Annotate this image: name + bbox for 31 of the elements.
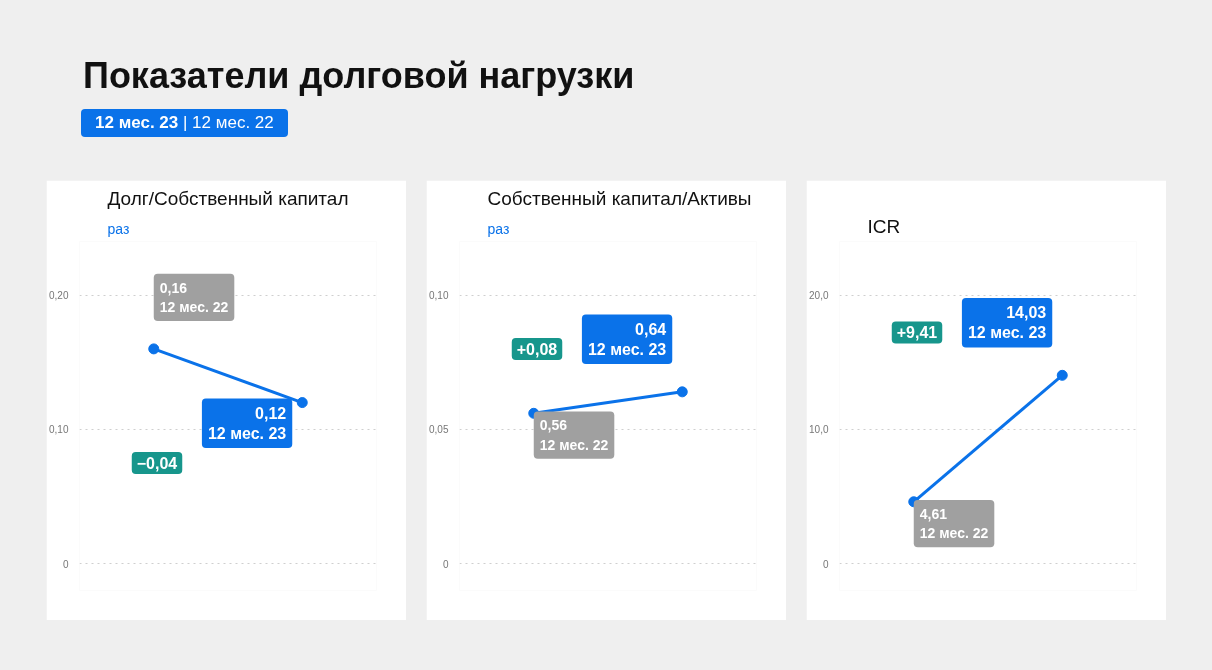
y-tick-label: 0,20 [49, 290, 69, 302]
annotation: 12 мес. 23 [967, 324, 1047, 342]
annotation: 0,64 [635, 320, 667, 338]
chart-title: ICR [867, 215, 901, 237]
annotation: 4,61 [919, 505, 948, 522]
y-tick-label: 0,10 [429, 290, 449, 302]
annotation: 12 мес. 22 [159, 298, 229, 315]
annotation: 12 мес. 22 [539, 436, 609, 453]
annotation: +0,08 [516, 340, 558, 358]
y-tick-label: 0,05 [429, 424, 449, 436]
annotation: 12 мес. 23 [207, 424, 287, 442]
text: Показатели долговой нагрузки [83, 55, 635, 97]
annotation: 0,12 [255, 404, 287, 422]
y-tick-label: 20,0 [809, 290, 829, 302]
annotation: 0,16 [159, 279, 188, 296]
y-tick-label: 0,10 [49, 424, 69, 436]
annotation: −0,04 [136, 454, 178, 472]
y-tick-label: 0 [822, 558, 829, 570]
chart-title: Собственный капитал/Активы [487, 187, 752, 209]
annotation: 0,56 [539, 417, 568, 434]
chart-title: Долг/Собственный капитал [107, 187, 349, 209]
y-tick-label: 10,0 [809, 424, 829, 436]
y-tick-label: 0 [62, 558, 69, 570]
text: 12 мес. 23 | 12 мес. 22 [81, 109, 288, 137]
y-axis-title: раз [487, 220, 510, 237]
y-tick-label: 0 [442, 558, 449, 570]
annotation: 12 мес. 23 [587, 340, 667, 358]
annotation: 12 мес. 22 [919, 525, 989, 542]
y-axis-title: раз [107, 220, 130, 237]
annotation: +9,41 [896, 324, 938, 342]
annotation: 14,03 [1006, 304, 1047, 322]
